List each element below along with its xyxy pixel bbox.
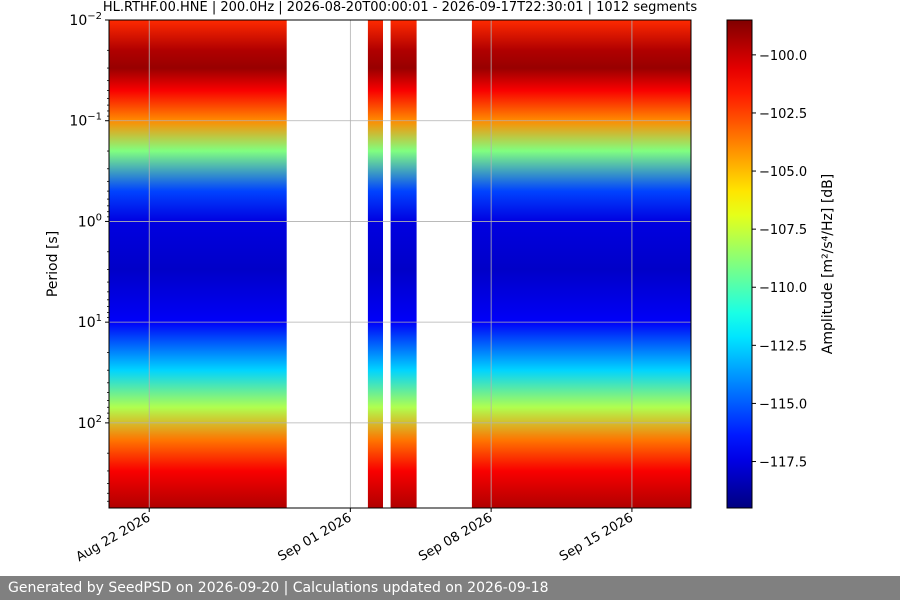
colorbar-gradient [726, 19, 753, 509]
x-tick-label: Aug 22 2026 [74, 510, 154, 565]
data-segment [390, 20, 417, 508]
x-tick-label: Sep 15 2026 [557, 510, 636, 564]
y-tick-label: 10−1 [69, 112, 102, 130]
y-tick-label: 102 [78, 414, 102, 432]
plot-frame [108, 19, 692, 509]
y-axis: 10−2 10−1 100 101 102 [69, 11, 109, 502]
y-tick-label: 10−2 [69, 11, 102, 29]
chart-title: HL.RTHF.00.HNE | 200.0Hz | 2026-08-20T00… [103, 0, 698, 15]
colorbar-tick-label: −117.5 [759, 456, 807, 471]
colorbar-tick-label: −112.5 [759, 339, 807, 354]
data-segment [367, 20, 383, 508]
colorbar-tick-label: −110.0 [759, 281, 807, 296]
spectrogram-figure: HL.RTHF.00.HNE | 200.0Hz | 2026-08-20T00… [45, 0, 836, 565]
data-segment [471, 20, 691, 508]
data-segment [109, 20, 287, 508]
colorbar-tick-label: −100.0 [759, 49, 807, 64]
colorbar-tick-label: −107.5 [759, 223, 807, 238]
heatmap-area [109, 20, 691, 508]
footer-bar: Generated by SeedPSD on 2026-09-20 | Cal… [0, 576, 900, 600]
x-tick-label: Sep 08 2026 [416, 510, 495, 564]
colorbar: −100.0 −102.5 −105.0 −107.5 −110.0 −112.5 −115… [726, 19, 807, 509]
colorbar-tick-label: −115.0 [759, 397, 807, 412]
colorbar-label: Amplitude [m²/s⁴/Hz] [dB] [820, 174, 836, 354]
colorbar-tick-label: −105.0 [759, 165, 807, 180]
y-tick-label: 101 [78, 313, 102, 331]
colorbar-tick-label: −102.5 [759, 107, 807, 122]
y-tick-label: 100 [78, 212, 102, 230]
y-axis-label: Period [s] [45, 231, 61, 297]
x-axis: Aug 22 2026 Sep 01 2026 Sep 08 2026 Sep 15 … [74, 508, 636, 565]
x-tick-label: Sep 01 2026 [275, 510, 354, 564]
grid-lines [109, 20, 691, 508]
footer-text: Generated by SeedPSD on 2026-09-20 | Cal… [8, 580, 549, 596]
